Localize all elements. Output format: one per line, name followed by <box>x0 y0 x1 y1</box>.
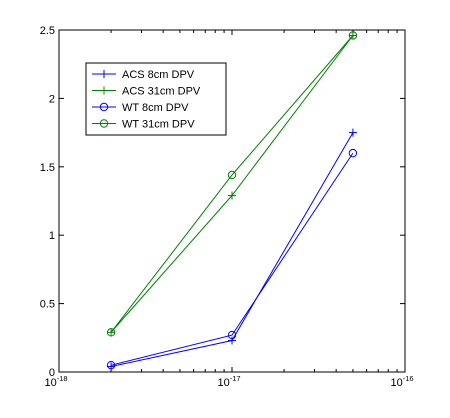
data-point-s1-2 <box>348 31 357 40</box>
legend-label-3: WT 31cm DPV <box>122 119 195 131</box>
y-tick-label: 1 <box>49 230 55 242</box>
legend-label-0: ACS 8cm DPV <box>122 69 195 81</box>
data-point-s2-1 <box>227 330 237 340</box>
data-point-s3-2 <box>348 31 358 40</box>
y-tick-label: 2 <box>49 93 55 105</box>
data-point-s0-2 <box>348 128 357 137</box>
data-point-s1-1 <box>228 191 236 200</box>
y-tick-label: 2.5 <box>40 25 55 37</box>
legend-label-2: WT 8cm DPV <box>122 102 189 114</box>
data-point-s2-2 <box>348 148 358 158</box>
legend-label-1: ACS 31cm DPV <box>122 86 201 98</box>
data-point-s0-1 <box>228 336 236 345</box>
legend-marker-2 <box>99 102 109 112</box>
series-line-2 <box>110 152 354 366</box>
x-tick-label: 10-16 <box>390 374 413 389</box>
data-point-s3-1 <box>227 170 237 180</box>
series-line-3 <box>110 35 354 333</box>
legend-marker-0 <box>100 70 108 78</box>
x-tick-label: 10-18 <box>44 374 67 389</box>
data-point-s1-0 <box>107 328 116 337</box>
data-point-s3-0 <box>106 328 116 337</box>
legend-marker-1 <box>100 86 108 95</box>
y-tick-label: 0.5 <box>40 299 55 311</box>
legend: ACS 8cm DPV ACS 31cm DPV WT 8cm DPV WT 31cm… <box>85 62 227 136</box>
y-tick-label: 1.5 <box>40 162 55 174</box>
data-point-s2-0 <box>106 360 116 370</box>
legend-marker-3 <box>99 119 109 128</box>
x-tick-label: 10-17 <box>217 374 240 389</box>
y-tick-label: 0 <box>49 367 55 379</box>
